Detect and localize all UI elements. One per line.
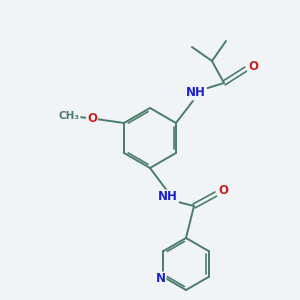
Text: O: O (218, 184, 228, 197)
Text: O: O (248, 59, 258, 73)
Text: CH₃: CH₃ (58, 111, 80, 121)
Text: NH: NH (186, 86, 206, 100)
Text: O: O (87, 112, 97, 124)
Text: NH: NH (158, 190, 178, 203)
Text: N: N (155, 272, 166, 286)
